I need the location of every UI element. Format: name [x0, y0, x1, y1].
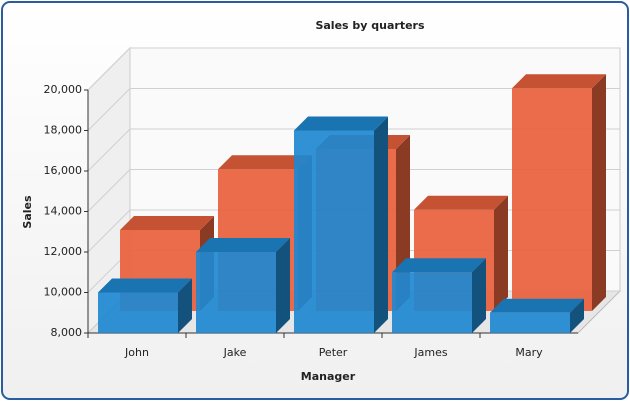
bar: [294, 116, 388, 333]
bar-face: [570, 298, 584, 333]
bar-face: [472, 258, 486, 333]
bar-face: [512, 88, 592, 311]
y-tick-label: 12,000: [44, 245, 83, 258]
bar-face: [392, 272, 472, 333]
bar-face: [294, 130, 374, 333]
y-tick-label: 8,000: [51, 326, 83, 339]
bar-face: [218, 155, 312, 170]
bar-face: [592, 74, 606, 311]
bar-face: [374, 116, 388, 333]
chart-title: Sales by quarters: [315, 19, 425, 32]
bar-face: [494, 195, 508, 311]
y-tick-label: 20,000: [44, 83, 83, 96]
bar-face: [276, 238, 290, 333]
grid-line: [87, 169, 620, 212]
y-axis-label: Sales: [21, 195, 34, 229]
bar-face: [196, 252, 276, 333]
x-axis-label: Manager: [301, 370, 356, 383]
x-tick-label: Jake: [223, 346, 247, 359]
x-tick-label: John: [124, 346, 149, 359]
bar-face: [98, 292, 178, 333]
bar: [512, 74, 606, 311]
bar-face: [512, 74, 606, 89]
bar-face: [414, 195, 508, 210]
bar: [392, 258, 486, 333]
bar: [98, 278, 192, 333]
grid-line: [87, 47, 620, 91]
y-tick-label: 14,000: [44, 205, 83, 218]
bar-face: [392, 258, 486, 273]
grid-line: [87, 128, 620, 172]
x-tick-label: Peter: [319, 346, 348, 359]
bar-face: [120, 216, 214, 230]
y-tick-label: 10,000: [44, 286, 83, 299]
bar-face: [178, 278, 192, 333]
x-tick-label: Mary: [515, 346, 543, 359]
y-tick-label: 18,000: [44, 124, 83, 137]
y-tick-label: 16,000: [44, 164, 83, 177]
grid-line: [87, 88, 620, 131]
bar-face: [490, 298, 584, 313]
bar: [196, 238, 290, 333]
bar-face: [196, 238, 290, 252]
bar-face: [490, 312, 570, 333]
x-tick-label: James: [413, 346, 447, 359]
bar: [490, 298, 584, 333]
bar-face: [294, 116, 388, 131]
bar-face: [98, 278, 192, 293]
